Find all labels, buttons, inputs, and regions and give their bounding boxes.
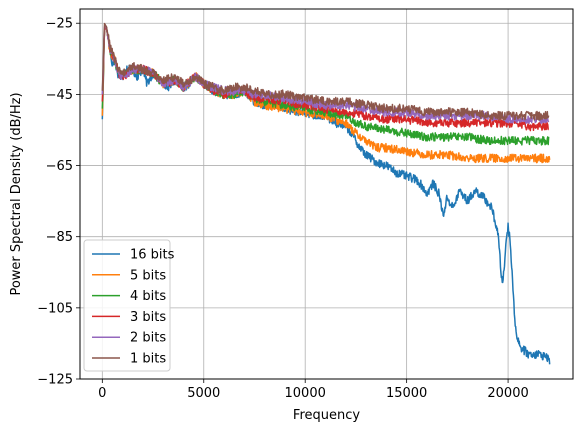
y-axis-label: Power Spectral Density (dB/Hz) (9, 92, 24, 295)
legend-label: 4 bits (130, 289, 166, 304)
plot-frame (79, 8, 574, 380)
legend-label: 5 bits (130, 268, 166, 283)
legend: 16 bits 5 bits 4 bits 3 bits 2 bits 1 bits (83, 239, 175, 372)
series-layer (101, 22, 551, 365)
legend-label: 2 bits (130, 331, 166, 346)
x-axis-label: Frequency (293, 408, 360, 423)
x-tick-label: 0 (98, 386, 106, 401)
y-tick-label: −65 (46, 159, 73, 174)
y-tick-label: −25 (46, 17, 73, 32)
legend-label: 3 bits (130, 310, 166, 325)
x-tick-label: 15000 (386, 386, 427, 401)
y-tick-label: −85 (46, 230, 73, 245)
y-tick-label: −125 (37, 373, 73, 388)
y-tick-label: −105 (37, 301, 73, 316)
y-tick-label: −45 (46, 88, 73, 103)
y-axis-ticks: −25 −45 −65 −85 −105 −125 (37, 17, 80, 388)
legend-label: 16 bits (130, 248, 175, 263)
x-tick-label: 10000 (285, 386, 326, 401)
x-axis-ticks: 0 5000 10000 15000 20000 (98, 379, 529, 401)
legend-label: 1 bits (130, 352, 166, 367)
series-line (101, 22, 550, 121)
x-tick-label: 5000 (187, 386, 220, 401)
legend-box (83, 239, 171, 372)
x-tick-label: 20000 (487, 386, 528, 401)
series-line (101, 26, 550, 124)
